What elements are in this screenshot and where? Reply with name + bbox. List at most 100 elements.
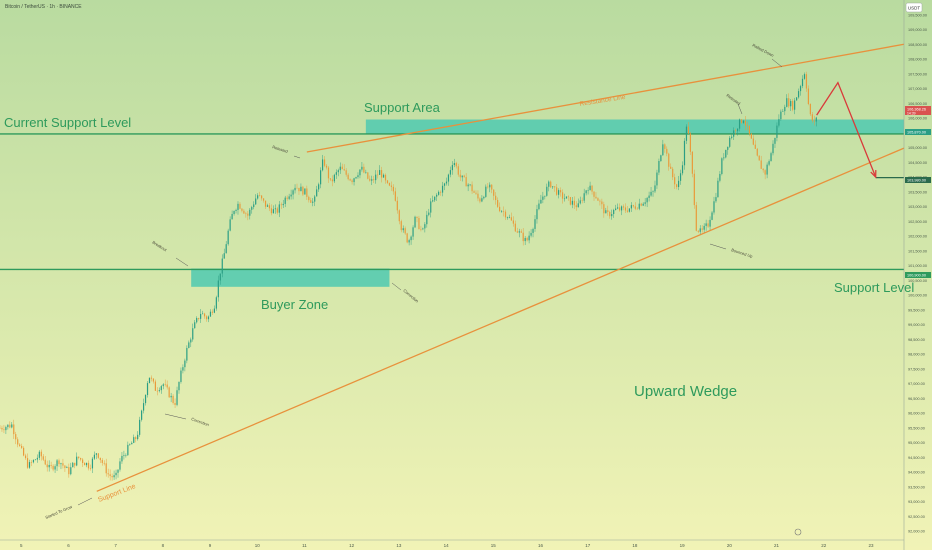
candle <box>725 149 727 159</box>
candle <box>626 206 629 213</box>
candle-body <box>445 181 448 184</box>
y-tick-label: 94,000.00 <box>908 471 925 475</box>
candle-body <box>644 202 646 204</box>
candle-body <box>48 464 50 468</box>
candle-body <box>237 203 239 210</box>
candle <box>473 189 475 193</box>
candle <box>377 170 379 179</box>
candle <box>396 196 398 214</box>
settings-icon[interactable] <box>794 528 802 536</box>
candle-body <box>278 204 280 213</box>
candle-body <box>56 460 58 467</box>
zones-layer <box>191 119 904 287</box>
candle-body <box>591 185 593 192</box>
candle-body <box>125 455 127 456</box>
candle-body <box>225 244 227 254</box>
candle-body <box>656 172 658 186</box>
candle <box>142 398 145 414</box>
candle-body <box>603 204 605 214</box>
candle-body <box>9 424 11 428</box>
candle <box>731 134 733 140</box>
candle-body <box>683 140 686 166</box>
candle <box>573 196 575 209</box>
candle <box>709 216 711 231</box>
candle-body <box>251 207 253 210</box>
candle-body <box>221 258 223 274</box>
candle-body <box>17 439 19 445</box>
candle <box>40 449 42 461</box>
candle <box>168 386 170 398</box>
candle <box>518 228 520 238</box>
candle-body <box>129 444 131 445</box>
candle-body <box>50 464 52 466</box>
candle-body <box>565 196 568 199</box>
candle <box>691 150 693 178</box>
candle <box>357 172 359 179</box>
candle <box>160 384 162 394</box>
candle <box>514 220 516 233</box>
time-axis[interactable]: 5 6 7 8 9 10 11 12 13 14 15 16 17 18 19 20 21 22 23 <box>0 539 904 548</box>
candle <box>530 229 532 238</box>
candle-body <box>284 197 286 204</box>
candle-body <box>196 318 198 323</box>
candle-body <box>217 280 219 298</box>
candle-body <box>599 200 601 202</box>
candle <box>792 98 794 112</box>
bounced-up-pointer <box>709 243 727 250</box>
candle-body <box>390 185 393 187</box>
candle <box>717 177 719 198</box>
candle <box>546 183 548 197</box>
candle-body <box>729 137 731 147</box>
candle-body <box>677 180 680 188</box>
candle-body <box>792 100 794 110</box>
candle-body <box>38 451 40 458</box>
candle-body <box>465 177 467 187</box>
candle-body <box>174 403 176 405</box>
candle <box>740 119 743 124</box>
candle <box>44 455 46 466</box>
candle <box>768 159 770 167</box>
candle <box>615 204 617 211</box>
candle-body <box>373 179 375 181</box>
candle <box>304 188 306 195</box>
candle-body <box>62 463 64 466</box>
candle <box>154 379 156 391</box>
candle <box>770 151 772 162</box>
candle <box>107 468 109 478</box>
candle-body <box>467 184 469 187</box>
candle <box>237 201 239 215</box>
candle-body <box>398 210 400 222</box>
candle <box>459 169 461 181</box>
candle-body <box>207 316 210 320</box>
candle-body <box>695 205 697 231</box>
candle-body <box>270 208 273 214</box>
candle-body <box>780 111 782 120</box>
candle-body <box>754 144 756 149</box>
candle-body <box>597 198 599 201</box>
candle <box>443 182 446 191</box>
candle <box>217 275 219 302</box>
candle-body <box>428 212 430 215</box>
candle-body <box>152 378 155 382</box>
candle <box>428 208 430 217</box>
candle-body <box>813 120 815 122</box>
candle <box>353 177 355 186</box>
candle-body <box>815 117 817 122</box>
candle-body <box>672 168 674 178</box>
currency-badge[interactable] <box>905 2 923 13</box>
candle-body <box>709 219 711 227</box>
candle <box>310 197 312 203</box>
candle <box>481 195 483 203</box>
symbol-header: Bitcoin / TetherUS · 1h · BINANCE <box>5 4 82 10</box>
candle-body <box>797 91 800 98</box>
candle-body <box>13 424 15 435</box>
y-tick-label: 100,500.00 <box>908 279 927 283</box>
candle <box>532 227 534 238</box>
candle-body <box>660 155 662 162</box>
candle <box>78 456 80 460</box>
candle <box>365 169 367 174</box>
candle <box>477 190 479 202</box>
candle-body <box>768 161 770 165</box>
candle <box>276 206 278 215</box>
